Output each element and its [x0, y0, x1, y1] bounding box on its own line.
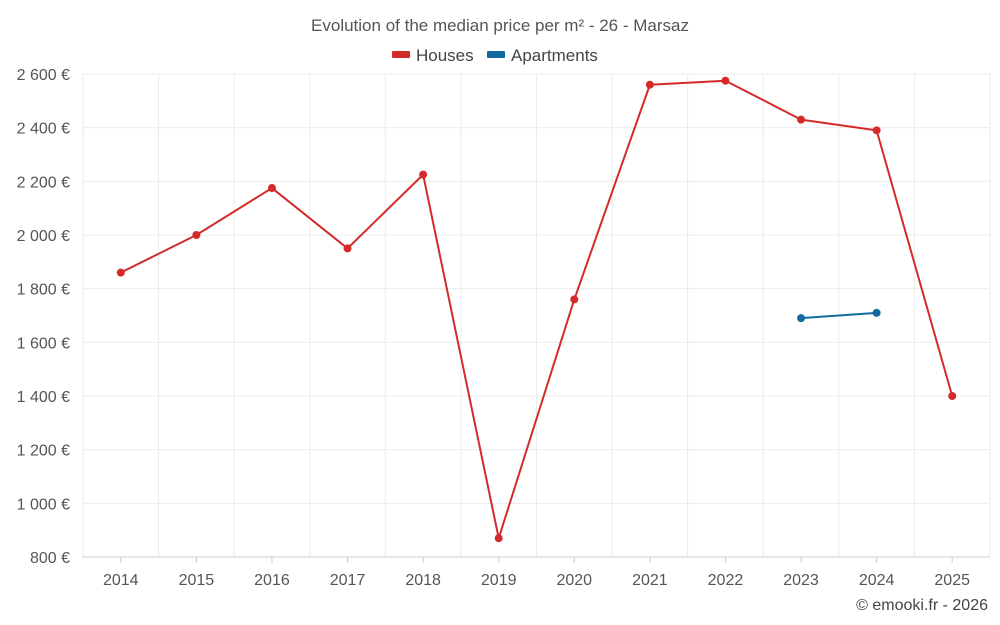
data-point-houses[interactable] [948, 392, 957, 400]
legend: Houses Apartments [392, 46, 598, 65]
y-tick-label: 800 € [30, 550, 70, 567]
data-point-apartments[interactable] [872, 308, 881, 317]
data-point-houses[interactable] [419, 170, 428, 179]
x-axis: 2014 2015 2016 2017 2018 2019 2020 2021 2022 2023… [83, 556, 990, 589]
y-tick-label: 1 800 € [17, 282, 70, 299]
y-tick-label: 2 000 € [17, 228, 70, 245]
x-tick-label: 2019 [481, 572, 517, 589]
series-layer [116, 76, 957, 543]
grid [82, 73, 991, 557]
legend-label-apartments: Apartments [511, 46, 598, 65]
chart-title: Evolution of the median price per m² - 2… [311, 16, 689, 35]
y-tick-label: 1 400 € [17, 389, 70, 406]
x-tick-label: 2020 [556, 572, 592, 589]
x-tick-label: 2014 [103, 572, 139, 589]
credit-text: © emooki.fr - 2026 [856, 597, 988, 614]
data-point-houses[interactable] [570, 295, 579, 304]
legend-item-apartments[interactable]: Apartments [487, 46, 598, 65]
data-point-houses[interactable] [267, 184, 276, 193]
x-tick-label: 2025 [934, 572, 970, 589]
data-point-houses[interactable] [494, 534, 503, 543]
y-tick-label: 2 400 € [17, 121, 70, 138]
x-tick-label: 2018 [405, 572, 441, 589]
y-tick-label: 1 000 € [17, 496, 70, 513]
legend-item-houses[interactable]: Houses [392, 46, 474, 65]
series-apartments [797, 308, 881, 323]
x-tick-label: 2017 [330, 572, 366, 589]
series-line-houses [119, 79, 954, 540]
series-houses [116, 76, 957, 543]
data-point-apartments[interactable] [797, 314, 806, 323]
y-tick-label: 1 200 € [17, 443, 70, 460]
data-point-houses[interactable] [721, 76, 730, 85]
y-tick-label: 1 600 € [17, 335, 70, 352]
x-tick-label: 2023 [783, 572, 819, 589]
x-tick-label: 2015 [179, 572, 215, 589]
y-tick-label: 2 200 € [17, 174, 70, 191]
data-point-houses[interactable] [343, 244, 352, 253]
data-point-houses[interactable] [192, 231, 201, 239]
x-tick-label: 2021 [632, 572, 668, 589]
x-tick-label: 2022 [708, 572, 744, 589]
legend-swatch-apartments [487, 51, 505, 58]
data-point-houses[interactable] [116, 268, 125, 277]
series-line-apartments [800, 311, 878, 320]
legend-swatch-houses [392, 51, 410, 58]
data-point-houses[interactable] [797, 115, 806, 124]
data-point-houses[interactable] [872, 126, 881, 135]
y-tick-label: 2 600 € [17, 67, 70, 84]
y-axis: 800 € 1 000 € 1 200 € 1 400 € 1 600 € 1 800 €… [17, 67, 70, 567]
x-tick-label: 2016 [254, 572, 290, 589]
legend-label-houses: Houses [416, 46, 474, 65]
data-point-houses[interactable] [645, 80, 654, 89]
x-tick-label: 2024 [859, 572, 895, 589]
